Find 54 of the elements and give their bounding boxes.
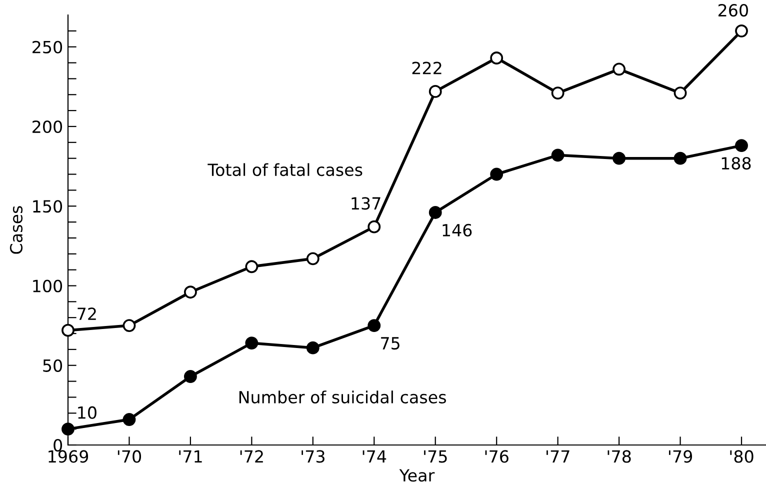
point [674, 152, 687, 165]
x-tick-label: '80 [730, 450, 754, 463]
point [245, 260, 258, 274]
point [735, 139, 748, 152]
x-tick-label: '73 [302, 450, 324, 463]
x-tick-label: '74 [362, 450, 386, 463]
y-tick-label: 150 [33, 200, 62, 213]
y-tick-label: 50 [43, 359, 62, 372]
y-tick-label: 250 [32, 40, 62, 54]
x-axis-title: Year [399, 469, 435, 482]
point [122, 413, 136, 426]
point [612, 62, 626, 76]
y-tick-label: 100 [33, 280, 62, 292]
data-label: 10 [78, 406, 96, 419]
point [735, 24, 748, 38]
point [490, 168, 504, 181]
data-label: 188 [722, 157, 751, 170]
point [612, 152, 626, 165]
point [306, 341, 320, 354]
x-tick-label: '79 [668, 450, 692, 463]
point [122, 319, 136, 332]
y-tick-label: 200 [32, 120, 62, 134]
point [490, 52, 504, 64]
data-label: 146 [442, 224, 472, 236]
point [245, 336, 258, 350]
point [184, 370, 197, 383]
x-tick-label: '77 [546, 450, 570, 463]
point [368, 220, 381, 234]
x-tick-label: '78 [608, 450, 631, 463]
series-label: Total of fatal cases [208, 163, 362, 176]
point [62, 422, 74, 436]
point [674, 86, 687, 100]
x-tick-label: '71 [179, 450, 202, 463]
point [428, 206, 442, 219]
point [551, 148, 564, 162]
point [368, 319, 381, 332]
point [428, 84, 442, 98]
point [184, 286, 197, 299]
data-label: 137 [352, 197, 380, 210]
x-tick-label: '75 [424, 450, 447, 463]
text: Number of suicidal cases [239, 390, 446, 404]
y-tick-label: 0 [54, 438, 62, 452]
data-label: 72 [78, 308, 96, 320]
data-label: 222 [412, 62, 442, 74]
x-tick-label: '76 [485, 450, 508, 463]
x-tick-label: '70 [118, 450, 142, 463]
point [62, 324, 74, 337]
point [306, 252, 320, 266]
point [551, 86, 564, 100]
data-label: 75 [381, 337, 400, 350]
x-tick-label: '72 [240, 450, 263, 463]
y-axis-title: Cases [10, 206, 23, 254]
x-tick-label: 1969 [48, 450, 88, 463]
data-label: 260 [718, 4, 748, 17]
